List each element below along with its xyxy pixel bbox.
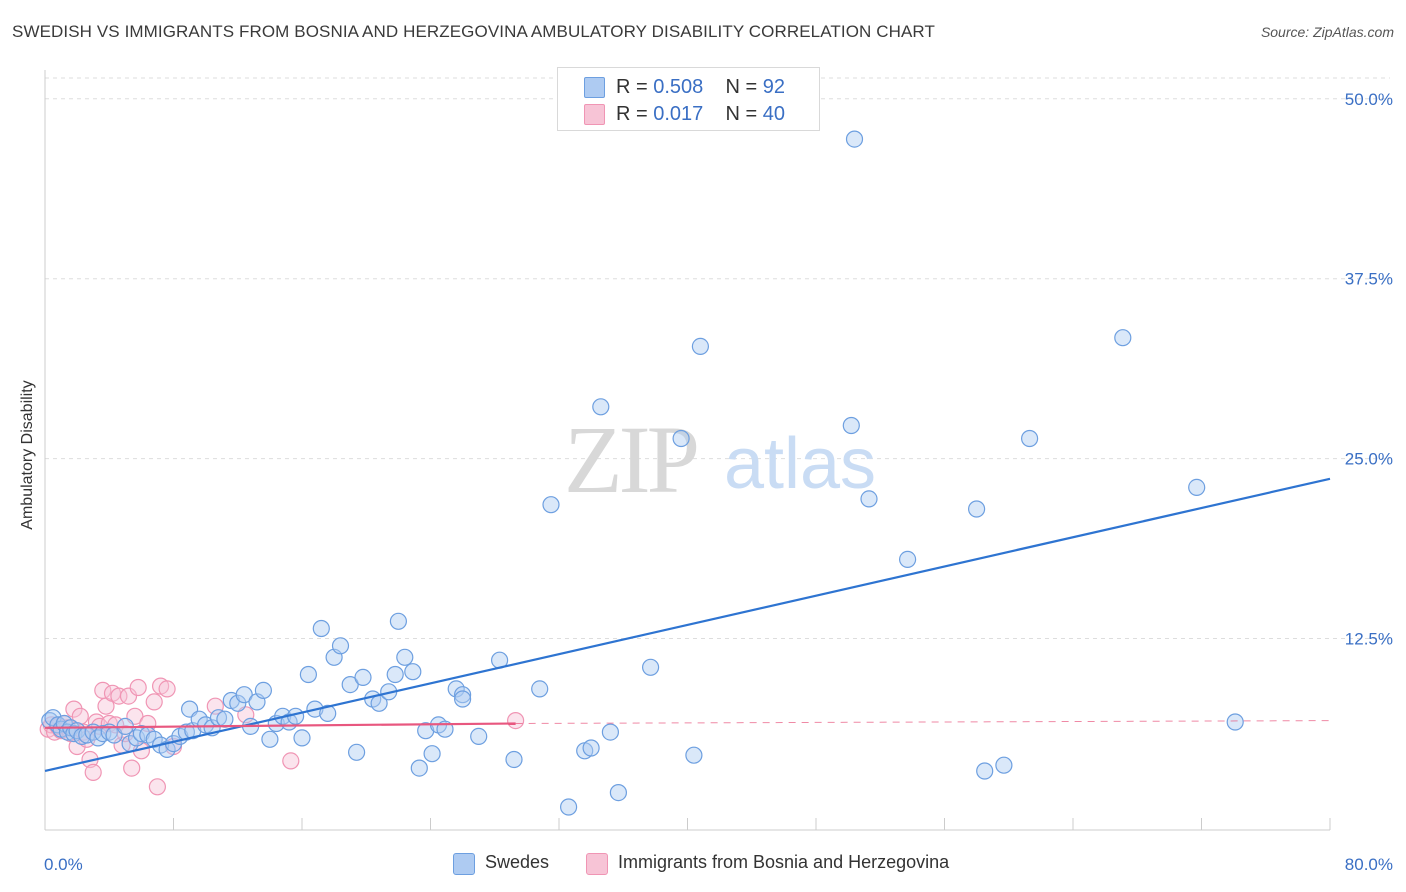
data-point bbox=[470, 727, 488, 746]
data-point bbox=[348, 743, 366, 761]
data-point bbox=[404, 663, 422, 681]
data-point bbox=[123, 759, 141, 777]
legend-r-value: 0.017 bbox=[653, 103, 704, 125]
data-point bbox=[531, 680, 549, 698]
bottom-legend-label-swedes: Swedes bbox=[485, 852, 550, 872]
source-label: Source: ZipAtlas.com bbox=[1260, 24, 1394, 40]
data-point bbox=[842, 416, 860, 435]
legend-r-value: 0.508 bbox=[653, 76, 704, 98]
data-point bbox=[293, 729, 311, 747]
data-point bbox=[506, 711, 525, 730]
data-point bbox=[254, 681, 272, 700]
data-point bbox=[898, 550, 917, 569]
data-point bbox=[129, 678, 147, 697]
data-point bbox=[447, 680, 465, 698]
data-point bbox=[860, 490, 878, 508]
data-point bbox=[559, 798, 578, 816]
data-point bbox=[84, 763, 102, 782]
data-point bbox=[995, 756, 1013, 774]
data-point bbox=[967, 500, 986, 518]
trend-line bbox=[44, 477, 1331, 773]
legend-n-value: 40 bbox=[762, 103, 786, 125]
bottom-legend-swatch-blue bbox=[453, 853, 475, 875]
trend-lines bbox=[44, 477, 1331, 773]
y-tick-label: 12.5% bbox=[1345, 630, 1393, 649]
data-point bbox=[672, 429, 690, 448]
data-point bbox=[542, 496, 560, 514]
legend-n-label: N = bbox=[725, 103, 758, 125]
data-point bbox=[110, 687, 128, 705]
data-point bbox=[601, 723, 620, 741]
data-point bbox=[354, 668, 372, 687]
data-point bbox=[691, 337, 710, 355]
data-point bbox=[331, 637, 350, 655]
data-point bbox=[319, 704, 337, 723]
data-point bbox=[145, 693, 163, 711]
data-point bbox=[158, 740, 176, 759]
x-tick-label: 80.0% bbox=[1345, 855, 1393, 874]
data-point bbox=[685, 746, 703, 764]
bottom-legend-label-bosnia: Immigrants from Bosnia and Herzegovina bbox=[618, 852, 950, 872]
gridlines bbox=[45, 77, 1390, 640]
data-point bbox=[235, 686, 253, 704]
legend-swatch-pink bbox=[584, 104, 605, 125]
legend-r-label: R = bbox=[616, 76, 648, 98]
data-point bbox=[1226, 713, 1244, 731]
data-point bbox=[177, 723, 195, 741]
watermark: ZIP atlas bbox=[564, 406, 876, 513]
stats-legend: R = 0.508 N = 92 R = 0.017 N = 40 bbox=[557, 67, 820, 131]
data-point bbox=[229, 694, 247, 712]
axes bbox=[44, 70, 1331, 831]
data-point bbox=[592, 398, 610, 416]
data-point bbox=[396, 648, 414, 666]
x-tick-label: 0.0% bbox=[44, 855, 83, 874]
trend-line bbox=[515, 720, 1331, 724]
data-point bbox=[454, 686, 472, 704]
data-point bbox=[145, 730, 163, 748]
legend-swatch-blue bbox=[584, 77, 605, 98]
data-point bbox=[609, 783, 628, 802]
data-point bbox=[1114, 329, 1132, 347]
data-point bbox=[341, 675, 359, 694]
data-point bbox=[505, 750, 523, 769]
data-point bbox=[261, 730, 279, 748]
data-point bbox=[582, 739, 600, 757]
trend-line bbox=[44, 722, 516, 729]
y-tick-label: 25.0% bbox=[1345, 450, 1393, 469]
data-point bbox=[282, 752, 300, 770]
watermark-zip: ZIP bbox=[564, 406, 697, 513]
legend-r-label: R = bbox=[616, 103, 648, 125]
legend-text-bosnia: R = 0.017 N = 40 bbox=[616, 103, 785, 126]
y-tick-label: 50.0% bbox=[1345, 90, 1393, 109]
data-point bbox=[312, 619, 330, 638]
data-point bbox=[845, 130, 864, 148]
legend-text-swedes: R = 0.508 N = 92 bbox=[616, 76, 785, 99]
data-point bbox=[299, 665, 317, 684]
data-point bbox=[641, 658, 660, 676]
data-point bbox=[148, 778, 166, 796]
data-point bbox=[119, 687, 138, 705]
data-point bbox=[423, 745, 441, 763]
y-tick-label: 37.5% bbox=[1345, 270, 1393, 289]
data-point bbox=[216, 710, 234, 728]
legend-n-value: 92 bbox=[762, 76, 786, 98]
bottom-legend-swatch-pink bbox=[586, 853, 608, 875]
chart-title: SWEDISH VS IMMIGRANTS FROM BOSNIA AND HE… bbox=[12, 22, 935, 41]
data-point bbox=[158, 680, 176, 698]
legend-n-label: N = bbox=[725, 76, 758, 98]
data-point bbox=[386, 665, 404, 684]
data-point bbox=[410, 759, 428, 777]
data-point bbox=[389, 612, 407, 630]
data-point bbox=[1188, 478, 1206, 496]
data-point bbox=[65, 700, 83, 718]
watermark-atlas: atlas bbox=[724, 424, 876, 504]
tick-labels: 12.5% 25.0% 37.5% 50.0% 0.0% 80.0% bbox=[44, 90, 1393, 874]
data-point bbox=[976, 762, 994, 780]
data-point bbox=[454, 690, 472, 708]
data-point bbox=[1020, 429, 1039, 448]
